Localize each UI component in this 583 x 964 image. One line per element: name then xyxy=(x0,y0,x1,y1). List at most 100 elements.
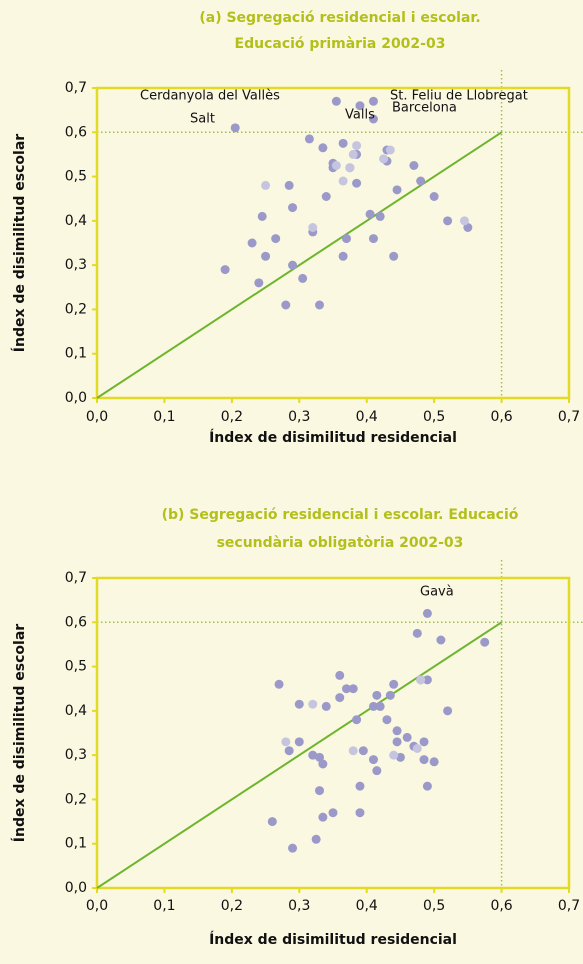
y-tick-label: 0,1 xyxy=(65,836,87,852)
x-tick-label: 0,0 xyxy=(86,898,108,914)
x-tick-label: 0,4 xyxy=(356,898,378,914)
x-tick-label: 0,7 xyxy=(558,409,580,425)
point xyxy=(419,755,429,765)
point xyxy=(288,843,298,853)
x-tick-label: 0,2 xyxy=(221,409,243,425)
y-tick-label: 0,5 xyxy=(65,169,87,185)
annotation: Valls xyxy=(345,108,375,123)
point xyxy=(429,757,439,767)
point xyxy=(352,141,362,151)
y-tick-label: 0,4 xyxy=(65,213,87,229)
point xyxy=(436,635,446,645)
chart-title: Educació primària 2002-03 xyxy=(235,36,446,52)
point xyxy=(315,786,325,796)
x-tick-label: 0,4 xyxy=(356,409,378,425)
point xyxy=(311,834,321,844)
point xyxy=(338,138,348,148)
point xyxy=(230,123,240,133)
point xyxy=(352,178,362,188)
point xyxy=(463,223,473,232)
y-tick-label: 0,2 xyxy=(65,301,87,317)
annotation: Salt xyxy=(190,112,215,127)
point xyxy=(372,766,382,776)
point xyxy=(274,679,284,689)
point xyxy=(443,706,453,716)
point xyxy=(318,143,328,153)
point xyxy=(257,211,267,221)
point xyxy=(412,744,422,753)
point xyxy=(358,746,368,756)
point xyxy=(288,260,298,270)
point xyxy=(412,628,422,638)
point xyxy=(294,737,304,747)
point xyxy=(321,701,331,711)
point xyxy=(294,699,304,709)
point xyxy=(389,679,399,689)
point xyxy=(416,176,426,186)
point xyxy=(281,300,291,310)
y-tick-label: 0,0 xyxy=(65,880,87,896)
x-tick-label: 0,5 xyxy=(423,898,445,914)
y-tick-label: 0,2 xyxy=(65,791,87,807)
point xyxy=(355,781,365,791)
point xyxy=(402,732,412,742)
point xyxy=(288,203,298,213)
point xyxy=(409,161,419,170)
x-tick-label: 0,7 xyxy=(558,898,580,914)
point xyxy=(372,690,382,700)
x-axis-label: Índex de disimilitud residencial xyxy=(209,429,457,446)
y-tick-label: 0,5 xyxy=(65,659,87,675)
y-axis-label: Índex de disimilitud escolar xyxy=(11,624,28,842)
point xyxy=(220,265,230,275)
point xyxy=(368,755,378,765)
point xyxy=(254,278,264,288)
point xyxy=(284,746,294,756)
point xyxy=(331,96,341,106)
y-tick-label: 0,4 xyxy=(65,703,87,719)
point xyxy=(429,192,439,201)
point xyxy=(261,251,271,261)
point xyxy=(284,180,294,190)
x-tick-label: 0,2 xyxy=(221,898,243,914)
point xyxy=(308,223,318,232)
point xyxy=(355,808,365,818)
point xyxy=(308,699,318,709)
point xyxy=(315,300,325,310)
point xyxy=(375,211,385,221)
point xyxy=(443,216,453,226)
point xyxy=(375,701,385,711)
point xyxy=(392,737,402,747)
x-tick-label: 0,1 xyxy=(153,898,175,914)
point xyxy=(459,216,469,226)
point xyxy=(335,693,345,703)
chart-title: (b) Segregació residencial i escolar. Ed… xyxy=(162,507,519,523)
annotation: St. Feliu de Llobregat xyxy=(390,89,528,104)
y-axis-label: Índex de disimilitud escolar xyxy=(11,134,28,352)
point xyxy=(341,234,351,244)
point xyxy=(480,637,490,647)
x-tick-label: 0,5 xyxy=(423,409,445,425)
point xyxy=(392,185,402,195)
point xyxy=(341,684,351,694)
point xyxy=(385,145,395,155)
point xyxy=(267,817,277,827)
y-tick-label: 0,3 xyxy=(65,747,87,763)
point xyxy=(365,209,375,219)
point xyxy=(352,715,362,725)
point xyxy=(338,176,348,186)
y-tick-label: 0,0 xyxy=(65,390,87,406)
y-tick-label: 0,7 xyxy=(65,570,87,586)
y-tick-label: 0,6 xyxy=(65,124,87,140)
x-axis-label: Índex de disimilitud residencial xyxy=(209,931,457,948)
point xyxy=(379,154,389,164)
point xyxy=(281,737,291,747)
point xyxy=(304,134,314,144)
point xyxy=(419,737,429,747)
point xyxy=(318,759,328,769)
y-tick-label: 0,1 xyxy=(65,346,87,362)
point xyxy=(321,192,331,201)
point xyxy=(422,781,432,791)
point xyxy=(331,161,341,170)
point xyxy=(416,675,426,685)
